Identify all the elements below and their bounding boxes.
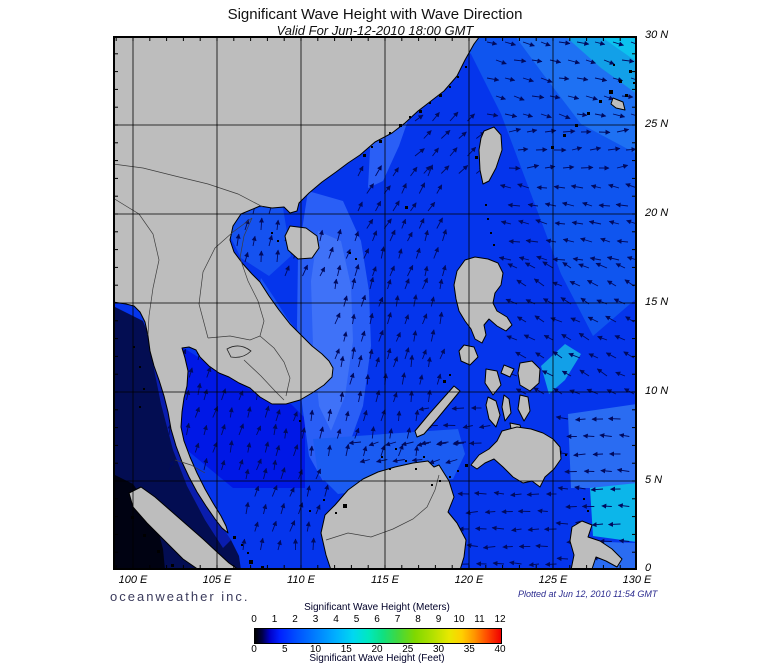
lat-label-0: 0 bbox=[645, 562, 652, 574]
meters-tick-6: 6 bbox=[374, 614, 380, 625]
feet-tick-20: 20 bbox=[371, 644, 383, 655]
meters-tick-2: 2 bbox=[292, 614, 298, 625]
feet-tick-35: 35 bbox=[463, 644, 475, 655]
lon-label-105E: 105 E bbox=[202, 574, 232, 586]
map-frame bbox=[113, 36, 637, 570]
lat-label-5N: 5 N bbox=[645, 474, 663, 486]
lat-label-30N: 30 N bbox=[645, 29, 669, 41]
legend-meters-title: Significant Wave Height (Meters) bbox=[304, 602, 450, 613]
meters-tick-3: 3 bbox=[312, 614, 319, 625]
chart-valid-time: Valid For Jun-12-2010 18:00 GMT bbox=[276, 23, 474, 38]
lat-label-10N: 10 N bbox=[645, 385, 669, 397]
feet-tick-0: 0 bbox=[251, 644, 257, 655]
oceanweather-logo: oceanweather inc. bbox=[110, 589, 250, 604]
meters-tick-8: 8 bbox=[415, 614, 421, 625]
feet-tick-10: 10 bbox=[309, 644, 322, 655]
legend-feet-title: Significant Wave Height (Feet) bbox=[309, 653, 445, 664]
feet-tick-5: 5 bbox=[281, 644, 288, 655]
lon-label-130E: 130 E bbox=[622, 574, 652, 586]
lon-label-100E: 100 E bbox=[118, 574, 148, 586]
meters-tick-9: 9 bbox=[435, 614, 442, 625]
lat-label-20N: 20 N bbox=[645, 207, 669, 219]
meters-tick-4: 4 bbox=[333, 614, 339, 625]
meters-tick-10: 10 bbox=[453, 614, 465, 625]
meters-tick-12: 12 bbox=[494, 614, 506, 625]
meters-tick-0: 0 bbox=[251, 614, 257, 625]
lon-label-110E: 110 E bbox=[287, 574, 315, 586]
lon-label-120E: 120 E bbox=[454, 574, 484, 586]
meters-tick-5: 5 bbox=[353, 614, 360, 625]
chart-title: Significant Wave Height with Wave Direct… bbox=[227, 6, 523, 23]
wave-direction-arrows-layer bbox=[162, 40, 637, 568]
feet-tick-30: 30 bbox=[432, 644, 445, 655]
lon-label-125E: 125 E bbox=[538, 574, 568, 586]
lon-label-115E: 115 E bbox=[371, 574, 399, 586]
feet-tick-15: 15 bbox=[340, 644, 352, 655]
meters-tick-11: 11 bbox=[474, 614, 485, 625]
land-layer bbox=[113, 36, 635, 570]
wave-height-map bbox=[113, 36, 637, 570]
feet-tick-40: 40 bbox=[494, 644, 506, 655]
feet-tick-25: 25 bbox=[402, 644, 414, 655]
lat-label-25N: 25 N bbox=[645, 118, 669, 130]
lat-label-15N: 15 N bbox=[645, 296, 669, 308]
plotted-timestamp: Plotted at Jun 12, 2010 11:54 GMT bbox=[518, 589, 658, 599]
wave-height-colorbar bbox=[254, 628, 502, 644]
meters-tick-1: 1 bbox=[271, 614, 278, 625]
meters-tick-7: 7 bbox=[394, 614, 401, 625]
